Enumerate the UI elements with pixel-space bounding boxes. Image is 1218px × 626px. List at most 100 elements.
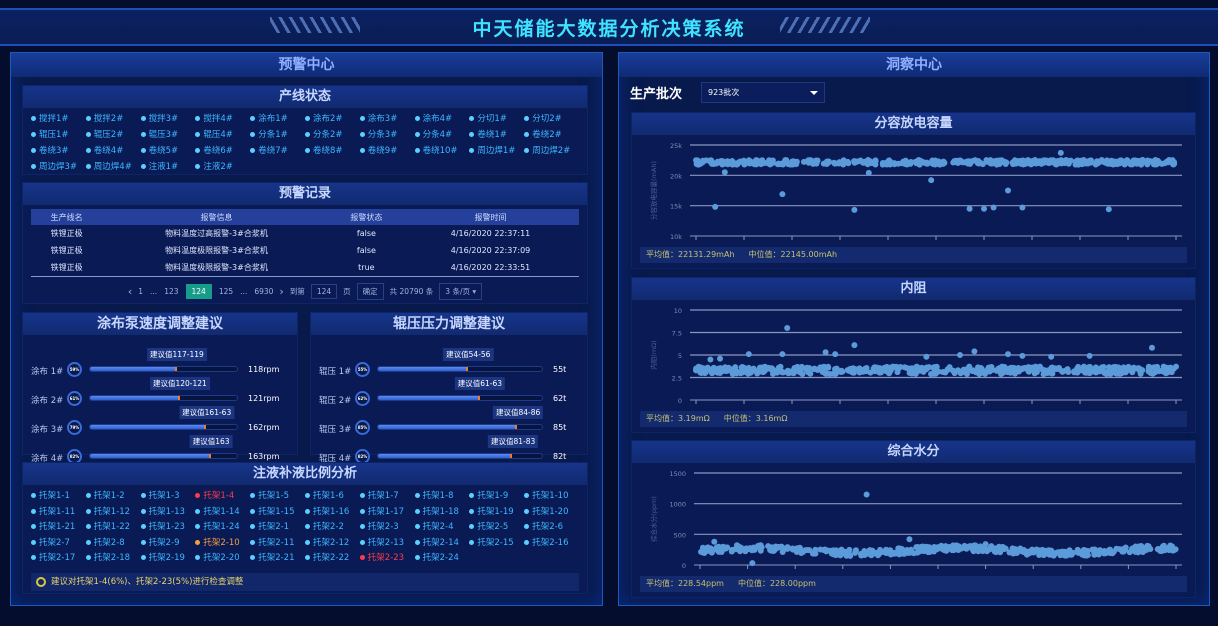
tray-item[interactable]: 托架1-2 <box>85 489 141 503</box>
tray-item[interactable]: 托架1-24 <box>195 520 250 534</box>
tray-item[interactable]: 托架2-18 <box>85 551 141 565</box>
line-status-item[interactable]: 卷绕3# <box>31 144 86 158</box>
tray-item[interactable]: 托架2-15 <box>469 536 524 550</box>
column-header[interactable]: 报警状态 <box>330 209 402 225</box>
table-row[interactable]: 铁锂正极 物料温度极限报警-3#合浆机 false 4/16/2020 22:37:0… <box>31 242 579 259</box>
tray-item[interactable]: 托架1-9 <box>469 489 524 503</box>
line-status-item[interactable]: 辊压4# <box>195 128 250 142</box>
tray-item[interactable]: 托架1-10 <box>524 489 579 503</box>
tray-item[interactable]: 托架1-3 <box>140 489 196 503</box>
tray-item[interactable]: 托架1-14 <box>195 505 250 519</box>
tray-item[interactable]: 托架2-11 <box>250 536 305 550</box>
tray-item[interactable]: 托架2-3 <box>359 520 415 534</box>
line-status-item[interactable]: 注液2# <box>195 160 250 174</box>
tray-item[interactable]: 托架2-13 <box>359 536 415 550</box>
tray-item[interactable]: 托架2-4 <box>414 520 470 534</box>
tray-item[interactable]: 托架2-17 <box>31 551 86 565</box>
page-button[interactable]: 6930 <box>254 286 274 296</box>
tray-item[interactable]: 托架2-16 <box>524 536 579 550</box>
line-status-item[interactable]: 涂布2# <box>304 112 360 126</box>
line-status-item[interactable]: 卷绕7# <box>250 144 305 158</box>
tray-item[interactable]: 托架1-13 <box>140 505 196 519</box>
line-status-item[interactable]: 周边焊2# <box>524 144 579 158</box>
tray-item[interactable]: 托架1-12 <box>85 505 141 519</box>
batch-select[interactable]: 923批次 <box>701 82 825 103</box>
goto-page-input[interactable]: 124 <box>310 283 338 299</box>
line-status-item[interactable]: 辊压2# <box>85 128 141 142</box>
tray-item[interactable]: 托架1-5 <box>250 489 305 503</box>
line-status-item[interactable]: 辊压3# <box>140 128 196 142</box>
tray-item[interactable]: 托架1-15 <box>250 505 305 519</box>
tray-item[interactable]: 托架1-7 <box>359 489 415 503</box>
tray-item[interactable]: 托架2-12 <box>304 536 360 550</box>
line-status-item[interactable]: 分切1# <box>469 112 524 126</box>
tray-item[interactable]: 托架2-10 <box>195 536 250 550</box>
column-header[interactable]: 生产线名 <box>31 209 103 225</box>
line-status-item[interactable]: 涂布3# <box>359 112 415 126</box>
line-status-item[interactable]: 搅拌3# <box>140 112 196 126</box>
column-header[interactable]: 报警信息 <box>102 209 331 225</box>
page-size-select[interactable]: 3 条/页 ▾ <box>439 282 483 300</box>
line-status-item[interactable]: 卷绕10# <box>414 144 470 158</box>
line-status-item[interactable]: 分条2# <box>304 128 360 142</box>
tray-item[interactable]: 托架2-8 <box>85 536 141 550</box>
prev-page-button[interactable]: ‹ <box>127 284 133 298</box>
line-status-item[interactable]: 搅拌4# <box>195 112 250 126</box>
line-status-item[interactable]: 卷绕4# <box>85 144 141 158</box>
line-status-item[interactable]: 涂布1# <box>250 112 305 126</box>
line-status-item[interactable]: 搅拌2# <box>85 112 141 126</box>
line-status-item[interactable]: 周边焊3# <box>31 160 86 174</box>
line-status-item[interactable]: 注液1# <box>140 160 196 174</box>
tray-item[interactable]: 托架1-16 <box>304 505 360 519</box>
tray-item[interactable]: 托架1-22 <box>85 520 141 534</box>
tray-item[interactable]: 托架2-19 <box>140 551 196 565</box>
tray-item[interactable]: 托架1-4 <box>195 489 250 503</box>
tray-item[interactable]: 托架1-19 <box>469 505 524 519</box>
tray-item[interactable]: 托架2-21 <box>250 551 305 565</box>
tray-item[interactable]: 托架1-21 <box>31 520 86 534</box>
line-status-item[interactable]: 分条1# <box>250 128 305 142</box>
next-page-button[interactable]: › <box>279 284 284 298</box>
line-status-item[interactable]: 卷绕6# <box>195 144 250 158</box>
tray-item[interactable]: 托架1-18 <box>414 505 470 519</box>
tray-item[interactable]: 托架1-11 <box>31 505 86 519</box>
page-button[interactable]: 1 <box>138 286 144 296</box>
line-status-item[interactable]: 卷绕9# <box>359 144 415 158</box>
tray-item[interactable]: 托架1-6 <box>304 489 360 503</box>
line-status-item[interactable]: 分切2# <box>524 112 579 126</box>
line-status-item[interactable]: 辊压1# <box>31 128 86 142</box>
tray-item[interactable]: 托架1-20 <box>524 505 579 519</box>
line-status-item[interactable]: 分条4# <box>414 128 470 142</box>
line-status-item[interactable]: 涂布4# <box>414 112 470 126</box>
line-status-item[interactable]: 卷绕2# <box>524 128 579 142</box>
tray-item[interactable]: 托架2-22 <box>304 551 360 565</box>
tray-item[interactable]: 托架1-17 <box>359 505 415 519</box>
tray-item[interactable]: 托架2-2 <box>304 520 360 534</box>
line-status-item[interactable]: 搅拌1# <box>31 112 86 126</box>
page-button[interactable]: 125 <box>218 286 234 296</box>
tray-item[interactable]: 托架2-1 <box>250 520 305 534</box>
line-status-item[interactable]: 卷绕1# <box>469 128 524 142</box>
tray-item[interactable]: 托架2-5 <box>469 520 524 534</box>
table-row[interactable]: 铁锂正极 物料温度过高报警-3#合浆机 false 4/16/2020 22:37:1… <box>31 225 579 242</box>
tray-item[interactable]: 托架2-20 <box>195 551 250 565</box>
tray-item[interactable]: 托架2-6 <box>524 520 579 534</box>
line-status-item[interactable]: 周边焊1# <box>469 144 524 158</box>
table-row[interactable]: 铁锂正极 物料温度极限报警-3#合浆机 true 4/16/2020 22:33:51 <box>31 259 579 277</box>
tray-item[interactable]: 托架2-9 <box>140 536 196 550</box>
tray-item[interactable]: 托架2-23 <box>359 551 415 565</box>
tray-item[interactable]: 托架1-23 <box>140 520 196 534</box>
line-status-item[interactable]: 卷绕5# <box>140 144 196 158</box>
line-status-item[interactable]: 周边焊4# <box>85 160 141 174</box>
column-header[interactable]: 报警时间 <box>402 209 579 225</box>
tray-item[interactable]: 托架2-24 <box>414 551 470 565</box>
tray-item[interactable]: 托架1-1 <box>31 489 86 503</box>
confirm-button[interactable]: 确定 <box>356 282 384 300</box>
page-button[interactable]: 123 <box>164 286 179 296</box>
page-button[interactable]: 124 <box>185 283 212 299</box>
line-status-item[interactable]: 卷绕8# <box>304 144 360 158</box>
line-status-item[interactable]: 分条3# <box>359 128 415 142</box>
tray-item[interactable]: 托架2-7 <box>31 536 86 550</box>
tray-item[interactable]: 托架1-8 <box>414 489 470 503</box>
tray-item[interactable]: 托架2-14 <box>414 536 470 550</box>
